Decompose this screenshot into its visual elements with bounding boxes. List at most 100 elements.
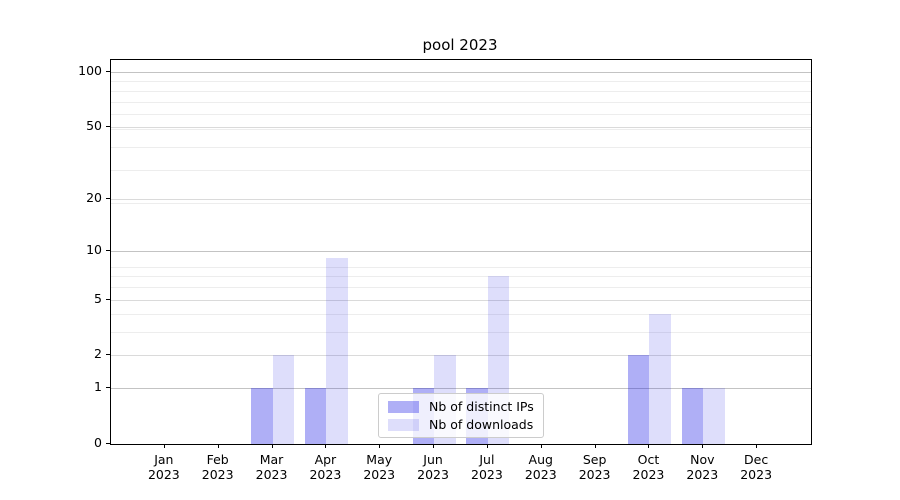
y-tick-mark [106, 354, 110, 356]
bar-distinct-ips-mar-2023 [251, 388, 273, 444]
plot-area [110, 59, 812, 445]
minor-gridline [111, 202, 811, 204]
chart-title: pool 2023 [422, 36, 498, 54]
minor-gridline [111, 169, 811, 171]
x-tick-label: Sep 2023 [563, 452, 627, 482]
x-tick-year: 2023 [255, 467, 288, 482]
x-tick-label: Oct 2023 [616, 452, 680, 482]
x-tick-year: 2023 [740, 467, 773, 482]
y-tick-mark [106, 443, 110, 444]
legend-swatch-distinct-ips [388, 400, 419, 413]
legend-label: Nb of downloads [429, 417, 534, 432]
minor-gridline [111, 287, 811, 289]
bar-distinct-ips-apr-2023 [304, 388, 327, 444]
major-gridline [111, 388, 811, 390]
y-tick-mark [106, 71, 110, 72]
x-tick-year: 2023 [578, 467, 611, 482]
legend: Nb of distinct IPs Nb of downloads [378, 393, 544, 438]
bar-downloads-apr-2023 [326, 258, 348, 444]
major-gridline [111, 72, 811, 73]
x-tick-label: Dec 2023 [724, 452, 788, 482]
x-tick-year: 2023 [417, 467, 449, 482]
bar-downloads-mar-2023 [272, 355, 295, 444]
minor-gridline [111, 146, 811, 148]
y-tick-mark [106, 126, 110, 128]
bar-distinct-ips-oct-2023 [627, 355, 650, 444]
legend-label: Nb of distinct IPs [429, 399, 534, 414]
minor-gridline [111, 113, 811, 115]
x-tick-month: Sep [582, 452, 607, 467]
x-tick-label: Jan 2023 [132, 452, 196, 482]
legend-swatch-downloads [388, 418, 419, 431]
x-tick-month: Nov [690, 452, 715, 467]
x-tick-mark [163, 444, 165, 448]
x-tick-label: Jun 2023 [401, 452, 465, 482]
major-gridline [111, 250, 811, 252]
x-tick-month: Aug [528, 452, 553, 467]
minor-gridline [111, 332, 811, 334]
x-tick-mark [486, 444, 488, 448]
minor-gridline [111, 81, 811, 83]
x-tick-mark [379, 444, 381, 448]
legend-item: Nb of downloads [388, 417, 543, 432]
y-tick-mark [106, 387, 110, 389]
x-tick-mark [594, 444, 596, 448]
x-tick-mark [325, 444, 327, 448]
x-tick-month: Mar [259, 452, 284, 467]
minor-gridline [111, 266, 811, 268]
x-tick-label: Nov 2023 [670, 452, 734, 482]
x-tick-label: Mar 2023 [240, 452, 304, 482]
y-tick-mark [106, 298, 110, 300]
x-tick-year: 2023 [471, 467, 503, 482]
x-tick-year: 2023 [632, 467, 665, 482]
y-tick-label: 100 [78, 63, 102, 78]
x-tick-year: 2023 [147, 467, 180, 482]
x-tick-month: Jun [423, 452, 443, 467]
minor-gridline [111, 128, 811, 130]
x-tick-month: Dec [744, 452, 769, 467]
minor-gridline [111, 314, 811, 316]
x-tick-mark [756, 444, 758, 448]
major-gridline [111, 198, 811, 200]
x-tick-mark [648, 444, 650, 448]
x-tick-year: 2023 [524, 467, 557, 482]
y-tick-label: 10 [86, 241, 102, 257]
x-tick-label: Feb 2023 [186, 452, 250, 482]
x-tick-mark [540, 444, 542, 448]
minor-gridline [111, 90, 811, 92]
y-tick-mark [106, 197, 110, 199]
x-tick-month: Jul [479, 452, 495, 467]
y-tick-label: 20 [86, 189, 102, 205]
x-tick-mark [433, 444, 435, 448]
x-tick-label: Aug 2023 [509, 452, 573, 482]
minor-gridline [111, 276, 811, 278]
x-tick-year: 2023 [201, 467, 234, 482]
bar-downloads-oct-2023 [649, 314, 671, 444]
x-tick-mark [702, 444, 704, 448]
x-tick-mark [271, 444, 273, 448]
x-tick-label: Apr 2023 [293, 452, 357, 482]
x-tick-year: 2023 [309, 467, 342, 482]
x-tick-month: Jan [154, 452, 174, 467]
x-tick-year: 2023 [363, 467, 396, 482]
bar-distinct-ips-nov-2023 [681, 388, 704, 444]
y-tick-label: 2 [94, 346, 102, 362]
x-tick-month: May [366, 452, 393, 467]
x-tick-year: 2023 [686, 467, 719, 482]
legend-item: Nb of distinct IPs [388, 399, 543, 414]
y-tick-label: 0 [94, 435, 102, 450]
x-tick-label: May 2023 [347, 452, 411, 482]
x-tick-month: Feb [206, 452, 229, 467]
bar-downloads-nov-2023 [703, 388, 725, 444]
x-tick-label: Jul 2023 [455, 452, 519, 482]
y-tick-label: 1 [94, 379, 102, 395]
major-gridline [111, 355, 811, 357]
x-tick-mark [217, 444, 219, 448]
y-tick-mark [106, 249, 110, 251]
major-gridline [111, 299, 811, 301]
minor-gridline [111, 101, 811, 103]
x-tick-month: Apr [314, 452, 337, 467]
major-gridline [111, 127, 811, 129]
x-tick-month: Oct [637, 452, 660, 467]
